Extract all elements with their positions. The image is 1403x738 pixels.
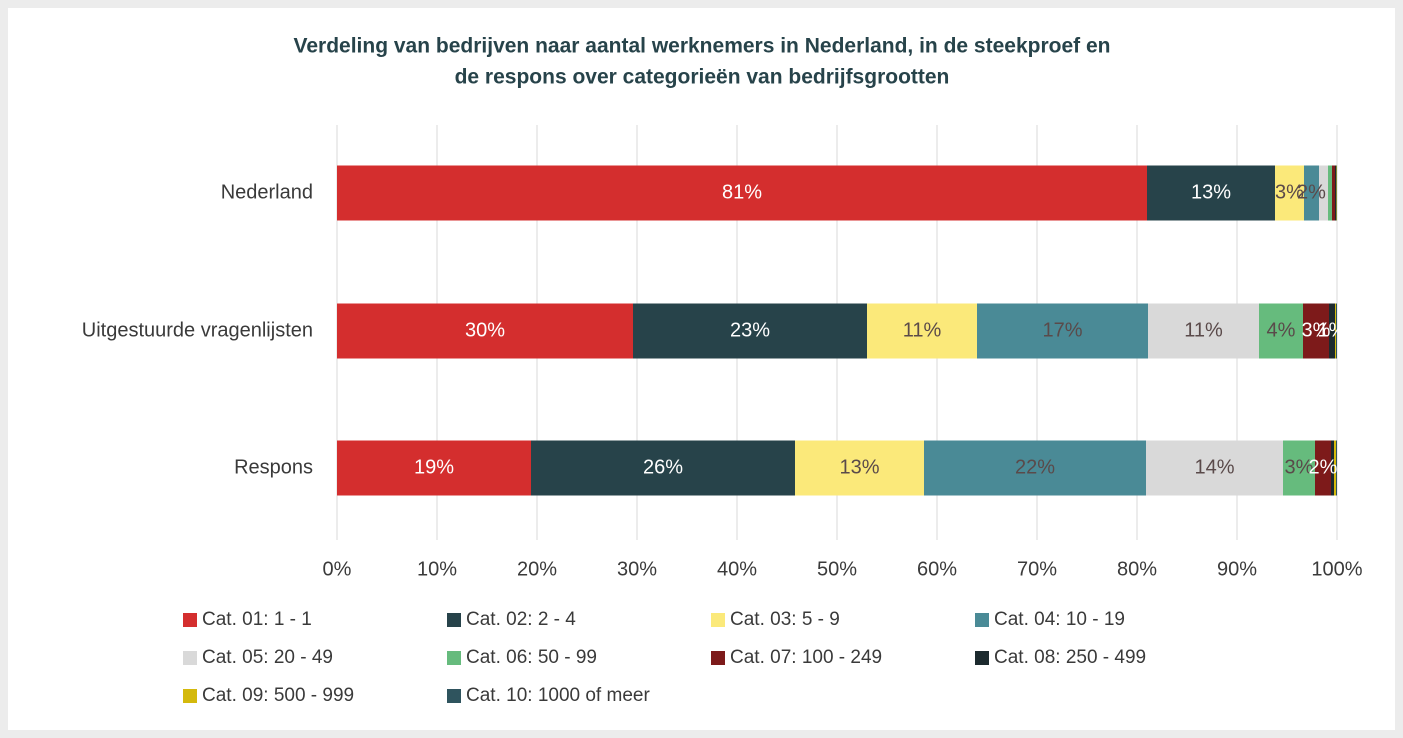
bar-segment: [337, 303, 633, 359]
bar-segment: [1336, 165, 1337, 221]
legend-swatch: [711, 613, 725, 627]
legend-label: Cat. 03: 5 - 9: [730, 609, 840, 630]
value-label: 17%: [1042, 319, 1082, 341]
value-label: 11%: [1184, 319, 1223, 341]
category-label: Uitgestuurde vragenlijsten: [82, 319, 313, 341]
x-tick-label: 70%: [1017, 558, 1057, 580]
value-label: 4%: [1267, 319, 1296, 341]
chart-title: Verdeling van bedrijven naar aantal werk…: [294, 35, 1111, 58]
legend-label: Cat. 09: 500 - 999: [202, 685, 354, 706]
value-label: 3%: [1275, 181, 1304, 203]
bar-segment: [1335, 303, 1336, 359]
legend-swatch: [975, 651, 989, 665]
bar-segment: [1315, 440, 1331, 496]
legend-swatch: [447, 651, 461, 665]
bar-segment: [633, 303, 867, 359]
category-label: Nederland: [221, 181, 313, 203]
bar-segment: [1335, 165, 1336, 221]
x-tick-label: 60%: [917, 558, 957, 580]
bar-segment: [1146, 440, 1283, 496]
bar-segment: [1304, 165, 1319, 221]
bar-segment: [1319, 165, 1328, 221]
value-label: 22%: [1015, 456, 1055, 478]
value-label: 3%: [1302, 319, 1331, 341]
x-tick-label: 40%: [717, 558, 757, 580]
bar-segment: [1331, 440, 1334, 496]
bar-segment: [1148, 303, 1259, 359]
bar-segment: [337, 440, 531, 496]
legend-label: Cat. 08: 250 - 499: [994, 647, 1146, 668]
legend-swatch: [183, 651, 197, 665]
bar-segment: [1283, 440, 1315, 496]
bar-segment: [531, 440, 795, 496]
value-label: 19%: [414, 456, 454, 478]
value-label: 30%: [465, 319, 505, 341]
bar-segment: [1332, 165, 1335, 221]
x-tick-label: 90%: [1217, 558, 1257, 580]
legend-label: Cat. 05: 20 - 49: [202, 647, 333, 668]
value-label: 1%: [1318, 319, 1347, 341]
x-tick-label: 10%: [417, 558, 457, 580]
bar-segment: [1328, 165, 1332, 221]
x-tick-label: 20%: [517, 558, 557, 580]
value-label: 13%: [1191, 181, 1231, 203]
value-label: 2%: [1297, 181, 1326, 203]
bar-segment: [1334, 440, 1336, 496]
bar-segment: [1275, 165, 1304, 221]
legend-label: Cat. 02: 2 - 4: [466, 609, 576, 630]
bar-segment: [1259, 303, 1303, 359]
chart-subtitle: de respons over categorieën van bedrijfs…: [455, 66, 950, 89]
value-label: 13%: [839, 456, 879, 478]
x-tick-label: 80%: [1117, 558, 1157, 580]
bar-segment: [1303, 303, 1329, 359]
legend-label: Cat. 04: 10 - 19: [994, 609, 1125, 630]
category-label: Respons: [234, 456, 313, 478]
bar-segment: [1147, 165, 1275, 221]
value-label: 11%: [903, 319, 942, 341]
bar-segment: [977, 303, 1148, 359]
value-label: 14%: [1194, 456, 1234, 478]
legend-label: Cat. 01: 1 - 1: [202, 609, 312, 630]
bar-segment: [795, 440, 924, 496]
x-tick-label: 30%: [617, 558, 657, 580]
legend-swatch: [183, 613, 197, 627]
legend-swatch: [711, 651, 725, 665]
x-tick-label: 100%: [1311, 558, 1362, 580]
x-tick-label: 50%: [817, 558, 857, 580]
bar-segment: [1329, 303, 1335, 359]
value-label: 3%: [1285, 456, 1314, 478]
legend-swatch: [447, 613, 461, 627]
bar-segment: [1336, 440, 1337, 496]
bar-segment: [1336, 165, 1337, 221]
value-label: 26%: [643, 456, 683, 478]
bar-segment: [1336, 303, 1337, 359]
value-label: 81%: [722, 181, 762, 203]
x-tick-label: 0%: [323, 558, 352, 580]
legend-swatch: [183, 689, 197, 703]
value-label: 23%: [730, 319, 770, 341]
legend-label: Cat. 06: 50 - 99: [466, 647, 597, 668]
bar-segment: [867, 303, 977, 359]
legend-label: Cat. 10: 1000 of meer: [466, 685, 650, 706]
bar-segment: [924, 440, 1146, 496]
value-label: 2%: [1309, 456, 1338, 478]
legend-swatch: [975, 613, 989, 627]
legend-label: Cat. 07: 100 - 249: [730, 647, 882, 668]
chart-background: [8, 8, 1395, 730]
legend-swatch: [447, 689, 461, 703]
bar-segment: [337, 165, 1147, 221]
